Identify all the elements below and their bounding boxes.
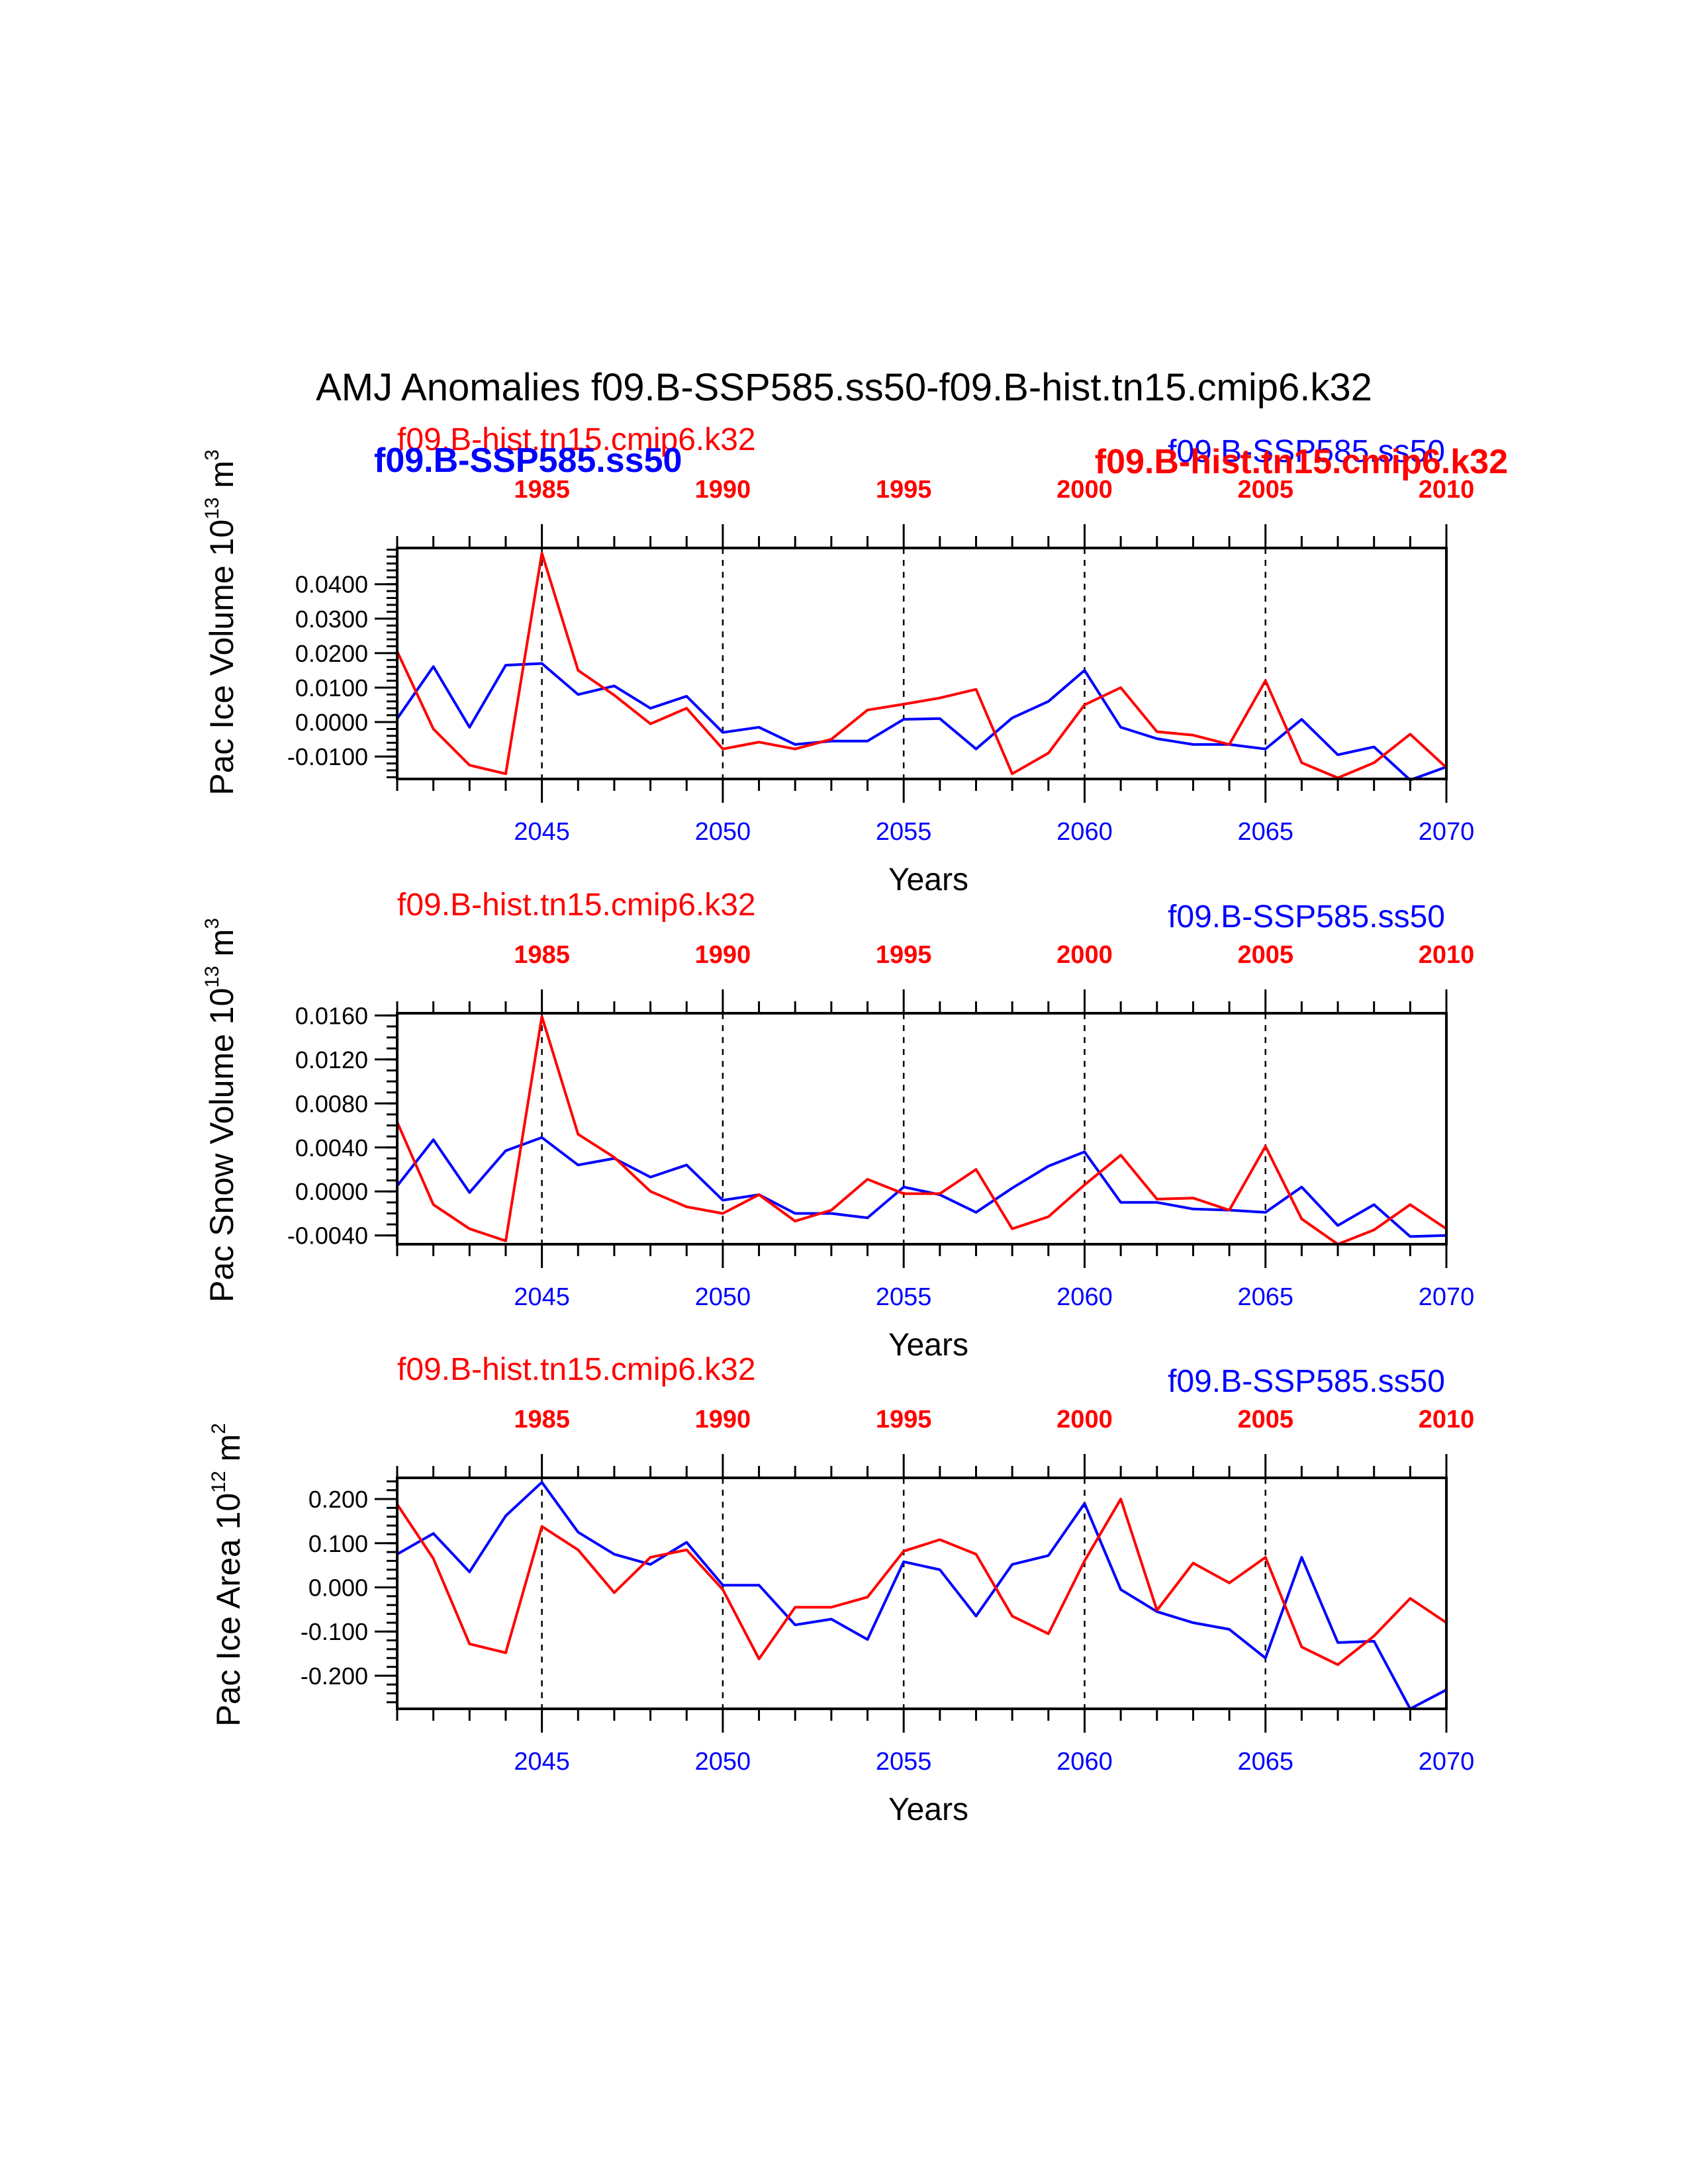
panel-2: 2045 2050 2055 2060 2065 2070 1985 1990 1995 2000… xyxy=(201,887,1474,1363)
plot-frame xyxy=(396,547,1448,780)
y-axis-label: Pac Ice Area 1012 m2 xyxy=(208,1423,247,1727)
x-tick-label: 2050 xyxy=(695,1283,751,1311)
series-line-ssp xyxy=(396,1136,1447,1238)
y-tick-label: 0.100 xyxy=(308,1530,368,1557)
x-top-tick-label: 1995 xyxy=(876,941,932,969)
x-top-tick-label: 2010 xyxy=(1419,476,1475,504)
series-line-hist xyxy=(396,1015,1448,1246)
y-tick-label: 0.0200 xyxy=(295,640,368,667)
y-tick-label: -0.0100 xyxy=(287,743,368,770)
x-tick-label: 2070 xyxy=(1419,1748,1475,1776)
y-tick-label: 0.0160 xyxy=(295,1002,368,1029)
x-top-tick-label: 1985 xyxy=(514,476,570,504)
x-top-tick-label: 2000 xyxy=(1056,476,1113,504)
x-tick-label: 2045 xyxy=(514,818,570,846)
y-tick-label: 0.0100 xyxy=(295,674,368,702)
y-tick-label: 0.0300 xyxy=(295,606,368,633)
x-tick-label: 2055 xyxy=(876,818,932,846)
series-label-ssp: f09.B-SSP585.ss50 xyxy=(1168,1364,1445,1399)
y-axis-label-part: m xyxy=(210,1434,247,1471)
panel-3: 2045 2050 2055 2060 2065 2070 1985 1990 1995 2000… xyxy=(208,1352,1474,1827)
y-tick-label: 0.0400 xyxy=(295,571,368,598)
panel-1: 2045 2050 2055 2060 2065 2070 1985 1990 1995 2000… xyxy=(201,422,1508,897)
y-axis-label-part: m xyxy=(203,929,240,966)
x-top-tick-label: 1990 xyxy=(695,476,751,504)
y-tick-label: 0.0000 xyxy=(295,1178,368,1205)
x-axis-label: Years xyxy=(888,1792,968,1827)
x-top-tick-label: 2000 xyxy=(1056,941,1113,969)
x-top-tick-label: 1985 xyxy=(514,941,570,969)
x-tick-label: 2050 xyxy=(695,818,751,846)
y-axis-label-part: Pac Ice Area 10 xyxy=(210,1493,247,1727)
series-line-ssp xyxy=(397,1480,1447,1710)
x-tick-label: 2055 xyxy=(876,1283,932,1311)
series-label-hist: f09.B-hist.tn15.cmip6.k32 xyxy=(397,1352,756,1387)
y-axis-label-part: m xyxy=(203,461,240,498)
y-axis-label-sup: 12 xyxy=(208,1471,230,1492)
series-label-hist: f09.B-hist.tn15.cmip6.k32 xyxy=(397,422,756,457)
x-axis-label: Years xyxy=(888,1328,968,1363)
x-top-tick-label: 1995 xyxy=(876,1406,932,1433)
plot-frame xyxy=(396,1477,1448,1710)
series-label-ssp-bold: f09.B-SSP585.ss50 xyxy=(374,441,682,480)
y-tick-label: 0.0080 xyxy=(295,1090,368,1117)
x-tick-label: 2065 xyxy=(1237,818,1293,846)
x-top-tick-label: 1990 xyxy=(695,941,751,969)
y-axis-label-sup: 3 xyxy=(201,918,223,929)
x-top-tick-label: 1985 xyxy=(514,1406,570,1433)
y-axis-label-sup: 3 xyxy=(201,449,223,461)
series-label-ssp: f09.B-SSP585.ss50 xyxy=(1168,434,1445,469)
y-axis-label-part: Pac Snow Volume 10 xyxy=(203,988,240,1302)
series-line-hist xyxy=(396,1498,1448,1666)
x-top-tick-label: 2005 xyxy=(1237,1406,1293,1433)
series-label-hist-bold: f09.B-hist.tn15.cmip6.k32 xyxy=(1095,443,1508,481)
y-axis-label: Pac Ice Volume 1013 m3 xyxy=(201,449,240,796)
x-tick-label: 2060 xyxy=(1056,1748,1113,1776)
y-tick-label: 0.000 xyxy=(308,1574,368,1601)
y-tick-label: -0.0040 xyxy=(287,1222,368,1250)
y-axis-label-part: Pac Ice Volume 10 xyxy=(203,520,240,796)
x-top-tick-label: 2010 xyxy=(1419,941,1475,969)
series-line-ssp xyxy=(396,662,1447,782)
y-axis-label: Pac Snow Volume 1013 m3 xyxy=(201,918,240,1302)
x-top-tick-label: 1995 xyxy=(876,476,932,504)
y-tick-label: 0.200 xyxy=(308,1486,368,1513)
y-tick-label: 0.0120 xyxy=(295,1046,368,1073)
x-top-tick-label: 2005 xyxy=(1237,476,1293,504)
x-tick-label: 2065 xyxy=(1237,1748,1293,1776)
x-top-tick-label: 1990 xyxy=(695,1406,751,1433)
x-tick-label: 2070 xyxy=(1419,1283,1475,1311)
x-tick-label: 2060 xyxy=(1056,818,1113,846)
x-tick-label: 2060 xyxy=(1056,1283,1113,1311)
x-top-tick-label: 2010 xyxy=(1419,1406,1475,1433)
y-axis-label-sup: 13 xyxy=(201,497,223,519)
x-tick-label: 2070 xyxy=(1419,818,1475,846)
y-tick-label: -0.100 xyxy=(301,1618,368,1645)
y-tick-label: 0.0040 xyxy=(295,1134,368,1161)
x-tick-label: 2045 xyxy=(514,1748,570,1776)
y-tick-label: -0.200 xyxy=(301,1662,368,1690)
x-top-tick-label: 2005 xyxy=(1237,941,1293,969)
x-tick-label: 2065 xyxy=(1237,1283,1293,1311)
series-label-hist: f09.B-hist.tn15.cmip6.k32 xyxy=(397,887,756,923)
x-top-tick-label: 2000 xyxy=(1056,1406,1113,1433)
series-label-ssp: f09.B-SSP585.ss50 xyxy=(1168,899,1445,934)
x-tick-label: 2050 xyxy=(695,1748,751,1776)
plot-frame xyxy=(396,1012,1448,1246)
y-tick-label: 0.0000 xyxy=(295,709,368,736)
x-tick-label: 2045 xyxy=(514,1283,570,1311)
series-line-hist xyxy=(396,551,1448,780)
y-axis-label-sup: 2 xyxy=(208,1423,230,1434)
figure-title: AMJ Anomalies f09.B-SSP585.ss50-f09.B-hi… xyxy=(316,366,1372,409)
x-tick-label: 2055 xyxy=(876,1748,932,1776)
x-axis-label: Years xyxy=(888,862,968,897)
y-axis-label-sup: 13 xyxy=(201,966,223,987)
